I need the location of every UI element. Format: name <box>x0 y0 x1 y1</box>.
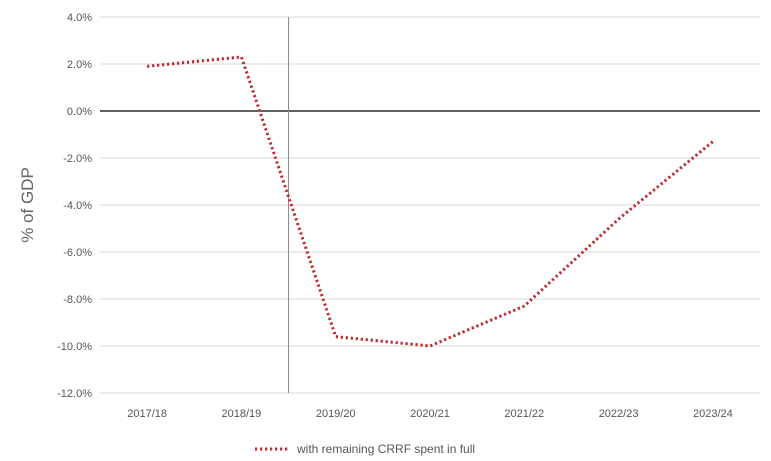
y-tick-label: -12.0% <box>57 388 92 400</box>
y-tick-label: 2.0% <box>67 59 92 71</box>
y-tick-label: -2.0% <box>63 153 92 165</box>
y-tick-label: -10.0% <box>57 341 92 353</box>
legend-label: with remaining CRRF spent in full <box>296 442 475 456</box>
x-tick-label: 2022/23 <box>599 408 639 420</box>
series-line <box>146 55 714 348</box>
y-tick-label: 4.0% <box>67 12 92 24</box>
x-tick-label: 2019/20 <box>316 408 356 420</box>
y-tick-label: 0.0% <box>67 106 92 118</box>
x-tick-label: 2017/18 <box>127 408 167 420</box>
y-tick-label: -4.0% <box>63 200 92 212</box>
legend: with remaining CRRF spent in full <box>255 442 475 456</box>
x-tick-label: 2020/21 <box>410 408 450 420</box>
y-axis-title: % of GDP <box>18 167 37 243</box>
gridlines <box>100 16 760 394</box>
x-tick-label: 2018/19 <box>222 408 262 420</box>
x-tick-label: 2023/24 <box>693 408 733 420</box>
x-tick-label: 2021/22 <box>504 408 544 420</box>
y-tick-label: -8.0% <box>63 294 92 306</box>
series-layer <box>146 55 714 348</box>
y-axis-ticks: 4.0% 2.0% 0.0% -2.0% -4.0% -6.0% -8.0% -10.0% -1… <box>57 12 92 400</box>
x-axis-ticks: 2017/18 2018/19 2019/20 2020/21 2021/22 2022/… <box>127 408 732 420</box>
y-tick-label: -6.0% <box>63 247 92 259</box>
